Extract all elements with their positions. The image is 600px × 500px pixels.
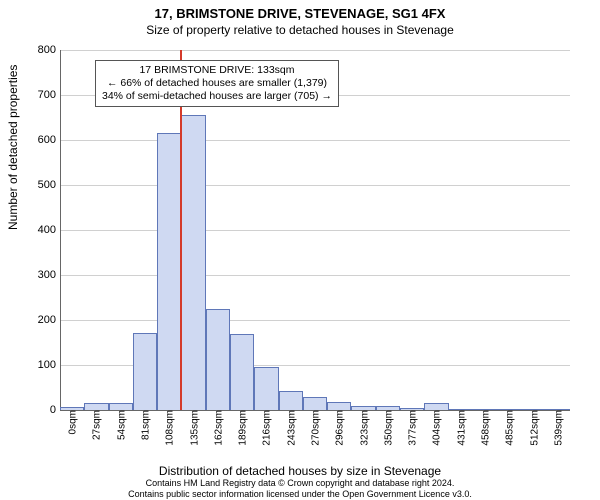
y-tick-label: 200 [38,314,60,326]
annotation-line: 17 BRIMSTONE DRIVE: 133sqm [102,64,332,77]
x-tick-label: 27sqm [90,410,103,440]
histogram-bar [84,403,108,410]
x-axis-label: Distribution of detached houses by size … [0,464,600,478]
histogram-bar [303,397,327,411]
x-tick-label: 296sqm [333,410,346,446]
x-tick-label: 539sqm [551,410,564,446]
grid-line [60,140,570,141]
grid-line [60,320,570,321]
x-tick-label: 243sqm [284,410,297,446]
histogram-bar [109,403,133,410]
histogram-bar [181,115,205,410]
x-tick-label: 431sqm [454,410,467,446]
grid-line [60,230,570,231]
x-tick-label: 135sqm [187,410,200,446]
grid-line [60,50,570,51]
histogram-bar [424,403,448,410]
credit-line-1: Contains HM Land Registry data © Crown c… [0,478,600,489]
y-tick-label: 500 [38,179,60,191]
y-tick-label: 600 [38,134,60,146]
x-tick-label: 350sqm [381,410,394,446]
y-tick-label: 800 [38,44,60,56]
y-tick-label: 300 [38,269,60,281]
annotation-box: 17 BRIMSTONE DRIVE: 133sqm← 66% of detac… [95,60,339,107]
histogram-bar [157,133,181,410]
y-tick-label: 0 [50,404,60,416]
histogram-bar [327,402,351,410]
page-title: 17, BRIMSTONE DRIVE, STEVENAGE, SG1 4FX [0,0,600,21]
x-tick-label: 81sqm [139,410,152,440]
x-tick-label: 270sqm [309,410,322,446]
x-tick-label: 108sqm [163,410,176,446]
y-tick-label: 400 [38,224,60,236]
histogram-bar [254,367,278,410]
histogram-plot: 01002003004005006007008000sqm27sqm54sqm8… [60,50,570,410]
y-tick-label: 100 [38,359,60,371]
x-tick-label: 162sqm [211,410,224,446]
page-subtitle: Size of property relative to detached ho… [0,21,600,37]
x-tick-label: 404sqm [430,410,443,446]
grid-line [60,275,570,276]
x-tick-label: 377sqm [406,410,419,446]
histogram-bar [133,333,157,410]
x-tick-label: 189sqm [236,410,249,446]
histogram-bar [206,309,230,410]
y-axis-label: Number of detached properties [6,65,20,230]
credit-line-2: Contains public sector information licen… [0,489,600,500]
y-tick-label: 700 [38,89,60,101]
credit-text: Contains HM Land Registry data © Crown c… [0,478,600,500]
y-axis-line [60,50,61,410]
histogram-bar [230,334,254,411]
histogram-bar [279,391,303,410]
x-tick-label: 512sqm [527,410,540,446]
x-tick-label: 216sqm [260,410,273,446]
annotation-line: 34% of semi-detached houses are larger (… [102,90,332,103]
x-tick-label: 0sqm [66,410,79,434]
x-tick-label: 323sqm [357,410,370,446]
x-tick-label: 458sqm [479,410,492,446]
x-tick-label: 485sqm [503,410,516,446]
annotation-line: ← 66% of detached houses are smaller (1,… [102,77,332,90]
x-tick-label: 54sqm [114,410,127,440]
grid-line [60,185,570,186]
